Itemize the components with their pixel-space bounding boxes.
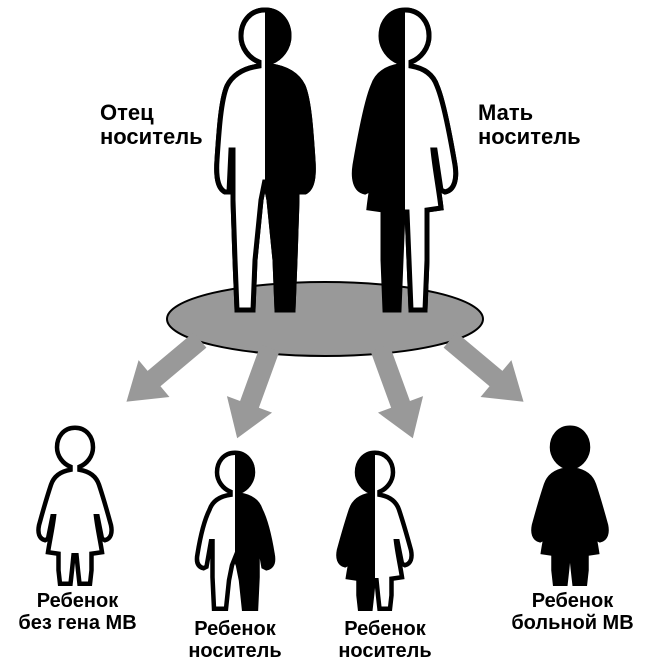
child-2-figure <box>190 445 280 615</box>
child-1-label-1: Ребенок <box>5 590 150 613</box>
child-3-label-1: Ребенок <box>315 618 455 641</box>
child-4-figure <box>525 420 615 590</box>
child-3-label-2: носитель <box>315 640 455 663</box>
child-1-label-2: без гена МВ <box>5 612 150 635</box>
child-2-label-1: Ребенок <box>165 618 305 641</box>
child-2-label-2: носитель <box>165 640 305 663</box>
child-4-label-1: Ребенок <box>500 590 645 613</box>
child-3-figure <box>330 445 420 615</box>
child-1-figure <box>30 420 120 590</box>
child-4-label-2: больной МВ <box>500 612 645 635</box>
